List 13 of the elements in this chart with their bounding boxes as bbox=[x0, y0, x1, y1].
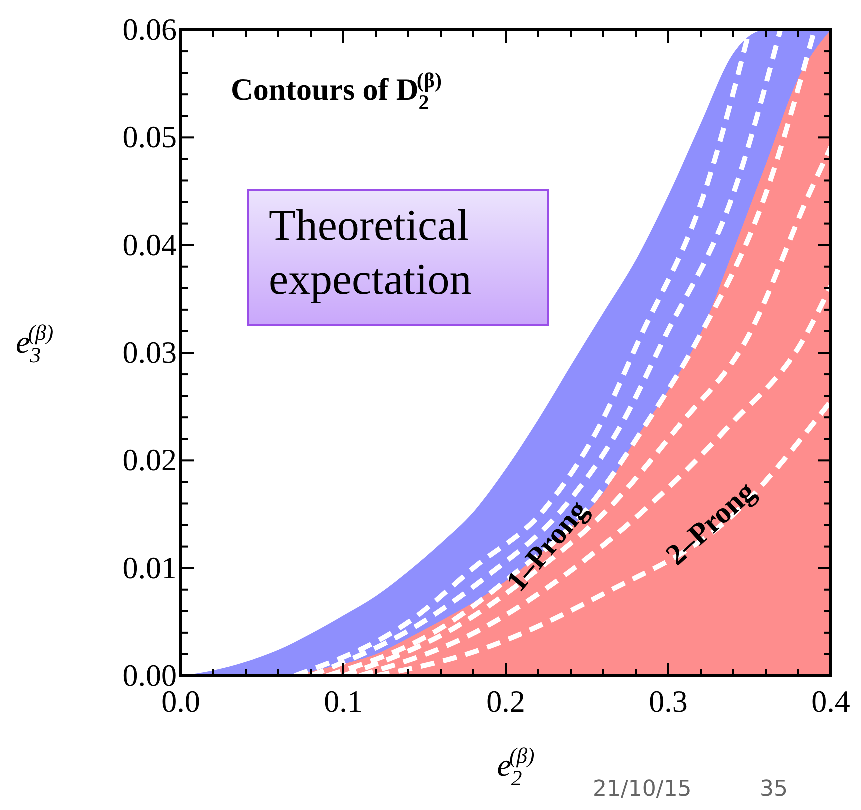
y-tick-label: 0.02 bbox=[122, 442, 177, 478]
x-tick-label: 0.2 bbox=[486, 684, 526, 719]
y-tick-label: 0.06 bbox=[122, 12, 177, 47]
text: 35 bbox=[760, 777, 788, 802]
y-tick-label: 0.03 bbox=[122, 335, 177, 370]
annotation: Theoretical expectation bbox=[269, 201, 472, 304]
y-tick-label: 0.01 bbox=[122, 550, 177, 586]
x-tick-label: 0.1 bbox=[324, 684, 363, 719]
x-tick-label: 0.3 bbox=[649, 684, 688, 719]
x-tick-label: 0.4 bbox=[812, 684, 851, 719]
y-tick-label: 0.05 bbox=[122, 120, 177, 155]
text: 21/10/15 bbox=[593, 777, 692, 802]
y-tick-label: 0.04 bbox=[122, 227, 178, 262]
